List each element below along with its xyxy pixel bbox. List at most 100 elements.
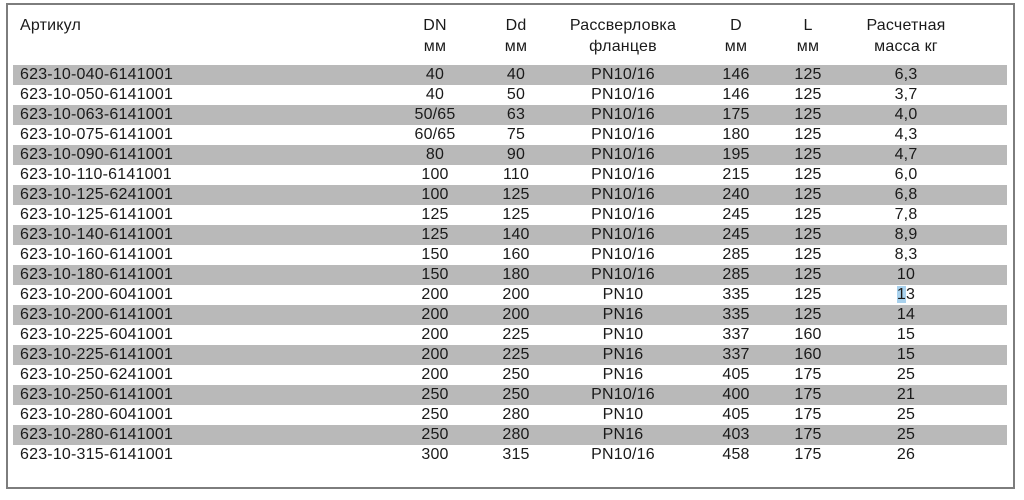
cell-article: 623-10-250-6141001 — [20, 386, 174, 403]
cell-flange-drilling: PN10/16 — [591, 266, 655, 283]
cell-l: 125 — [794, 206, 822, 223]
cell-article: 623-10-280-6041001 — [20, 406, 174, 423]
cell-mass: 13 — [896, 286, 916, 303]
table-row: 623-10-225-6141001 200 225 PN16 337 160 15 — [13, 345, 1007, 365]
cell-dn: 200 — [421, 366, 449, 383]
cell-dd: 125 — [502, 206, 530, 223]
cell-l: 175 — [794, 386, 822, 403]
cell-l: 125 — [794, 246, 822, 263]
cell-dd: 250 — [502, 386, 530, 403]
cell-dd: 200 — [502, 286, 530, 303]
cell-l: 125 — [794, 106, 822, 123]
cell-dd: 110 — [502, 166, 530, 183]
cell-l: 175 — [794, 406, 822, 423]
cell-flange-drilling: PN16 — [602, 346, 644, 363]
column-header-label: Расчетная — [866, 17, 946, 34]
cell-dd: 315 — [502, 446, 530, 463]
cell-dd: 250 — [502, 366, 530, 383]
cell-d: 335 — [722, 306, 750, 323]
table-row: 623-10-140-6141001 125 140 PN10/16 245 125 8,9 — [13, 225, 1007, 245]
cell-flange-drilling: PN10/16 — [591, 446, 655, 463]
cell-mass: 25 — [896, 366, 916, 383]
column-header-unit: мм — [724, 38, 748, 55]
table-row: 623-10-180-6141001 150 180 PN10/16 285 125 10 — [13, 265, 1007, 285]
cell-d: 405 — [722, 366, 750, 383]
column-header-d: D мм — [694, 15, 778, 57]
cell-dd: 75 — [506, 126, 526, 143]
cell-dn: 250 — [421, 406, 449, 423]
cell-d: 146 — [722, 66, 750, 83]
cell-article: 623-10-280-6141001 — [20, 426, 174, 443]
cell-mass: 6,0 — [894, 166, 918, 183]
column-header-unit: фланцев — [589, 38, 657, 55]
column-header-calculated-mass: Расчетная масса кг — [838, 15, 974, 57]
cell-mass: 26 — [896, 446, 916, 463]
table-row: 623-10-225-6041001 200 225 PN10 337 160 15 — [13, 325, 1007, 345]
cell-mass: 8,9 — [894, 226, 918, 243]
cell-flange-drilling: PN10 — [602, 406, 644, 423]
cell-mass: 3,7 — [894, 86, 918, 103]
cell-dn: 200 — [421, 326, 449, 343]
cell-dn: 200 — [421, 306, 449, 323]
cell-flange-drilling: PN16 — [602, 306, 644, 323]
cell-dd: 63 — [506, 106, 526, 123]
cell-article: 623-10-225-6041001 — [20, 326, 174, 343]
table-row: 623-10-063-6141001 50/65 63 PN10/16 175 125 4,… — [13, 105, 1007, 125]
column-header-unit: мм — [423, 38, 447, 55]
cell-dn: 100 — [421, 166, 449, 183]
cell-mass: 25 — [896, 406, 916, 423]
table-row: 623-10-110-6141001 100 110 PN10/16 215 125 6,0 — [13, 165, 1007, 185]
cell-d: 146 — [722, 86, 750, 103]
cell-flange-drilling: PN10/16 — [591, 66, 655, 83]
cell-dn: 300 — [421, 446, 449, 463]
cell-article: 623-10-315-6141001 — [20, 446, 174, 463]
table-row: 623-10-050-6141001 40 50 PN10/16 146 125 3,7 — [13, 85, 1007, 105]
column-header-label: Рассверловка — [569, 17, 677, 34]
cell-dd: 125 — [502, 186, 530, 203]
text-selection: 1 — [896, 286, 906, 303]
table-row: 623-10-160-6141001 150 160 PN10/16 285 125 8,3 — [13, 245, 1007, 265]
table-row: 623-10-250-6241001 200 250 PN16 405 175 25 — [13, 365, 1007, 385]
column-header-label: D — [730, 17, 742, 34]
cell-d: 245 — [722, 206, 750, 223]
cell-article: 623-10-050-6141001 — [20, 86, 174, 103]
cell-d: 285 — [722, 266, 750, 283]
cell-article: 623-10-225-6141001 — [20, 346, 174, 363]
cell-l: 160 — [794, 326, 822, 343]
cell-article: 623-10-090-6141001 — [20, 146, 174, 163]
table-row: 623-10-200-6041001 200 200 PN10 335 125 13 — [13, 285, 1007, 305]
table-row: 623-10-280-6041001 250 280 PN10 405 175 25 — [13, 405, 1007, 425]
column-header-dn: DN мм — [390, 15, 480, 57]
column-header-unit: мм — [504, 38, 528, 55]
cell-dn: 100 — [421, 186, 449, 203]
cell-flange-drilling: PN16 — [602, 366, 644, 383]
column-header-unit: масса кг — [874, 38, 938, 55]
cell-flange-drilling: PN10/16 — [591, 146, 655, 163]
column-header-article: Артикул — [13, 15, 390, 57]
cell-dd: 40 — [506, 66, 526, 83]
table-row: 623-10-125-6241001 100 125 PN10/16 240 125 6,8 — [13, 185, 1007, 205]
table-row: 623-10-075-6141001 60/65 75 PN10/16 180 125 4,… — [13, 125, 1007, 145]
cell-dd: 225 — [502, 326, 530, 343]
cell-d: 337 — [722, 326, 750, 343]
table-frame: Артикул DN мм Dd мм Рассверловка фланцев… — [6, 3, 1015, 489]
cell-article: 623-10-200-6141001 — [20, 306, 174, 323]
cell-d: 215 — [722, 166, 750, 183]
cell-dn: 200 — [421, 286, 449, 303]
cell-flange-drilling: PN16 — [602, 426, 644, 443]
cell-dd: 280 — [502, 406, 530, 423]
table-body: 623-10-040-6141001 40 40 PN10/16 146 125 6,3 62… — [13, 65, 1007, 465]
cell-flange-drilling: PN10 — [602, 286, 644, 303]
cell-l: 175 — [794, 366, 822, 383]
cell-flange-drilling: PN10/16 — [591, 126, 655, 143]
cell-l: 125 — [794, 266, 822, 283]
cell-mass: 4,7 — [894, 146, 918, 163]
cell-d: 195 — [722, 146, 750, 163]
cell-article: 623-10-075-6141001 — [20, 126, 174, 143]
column-header-flange-drilling: Рассверловка фланцев — [552, 15, 694, 57]
cell-l: 160 — [794, 346, 822, 363]
column-header-dd: Dd мм — [480, 15, 552, 57]
cell-mass: 8,3 — [894, 246, 918, 263]
cell-l: 125 — [794, 66, 822, 83]
cell-dn: 40 — [425, 86, 445, 103]
